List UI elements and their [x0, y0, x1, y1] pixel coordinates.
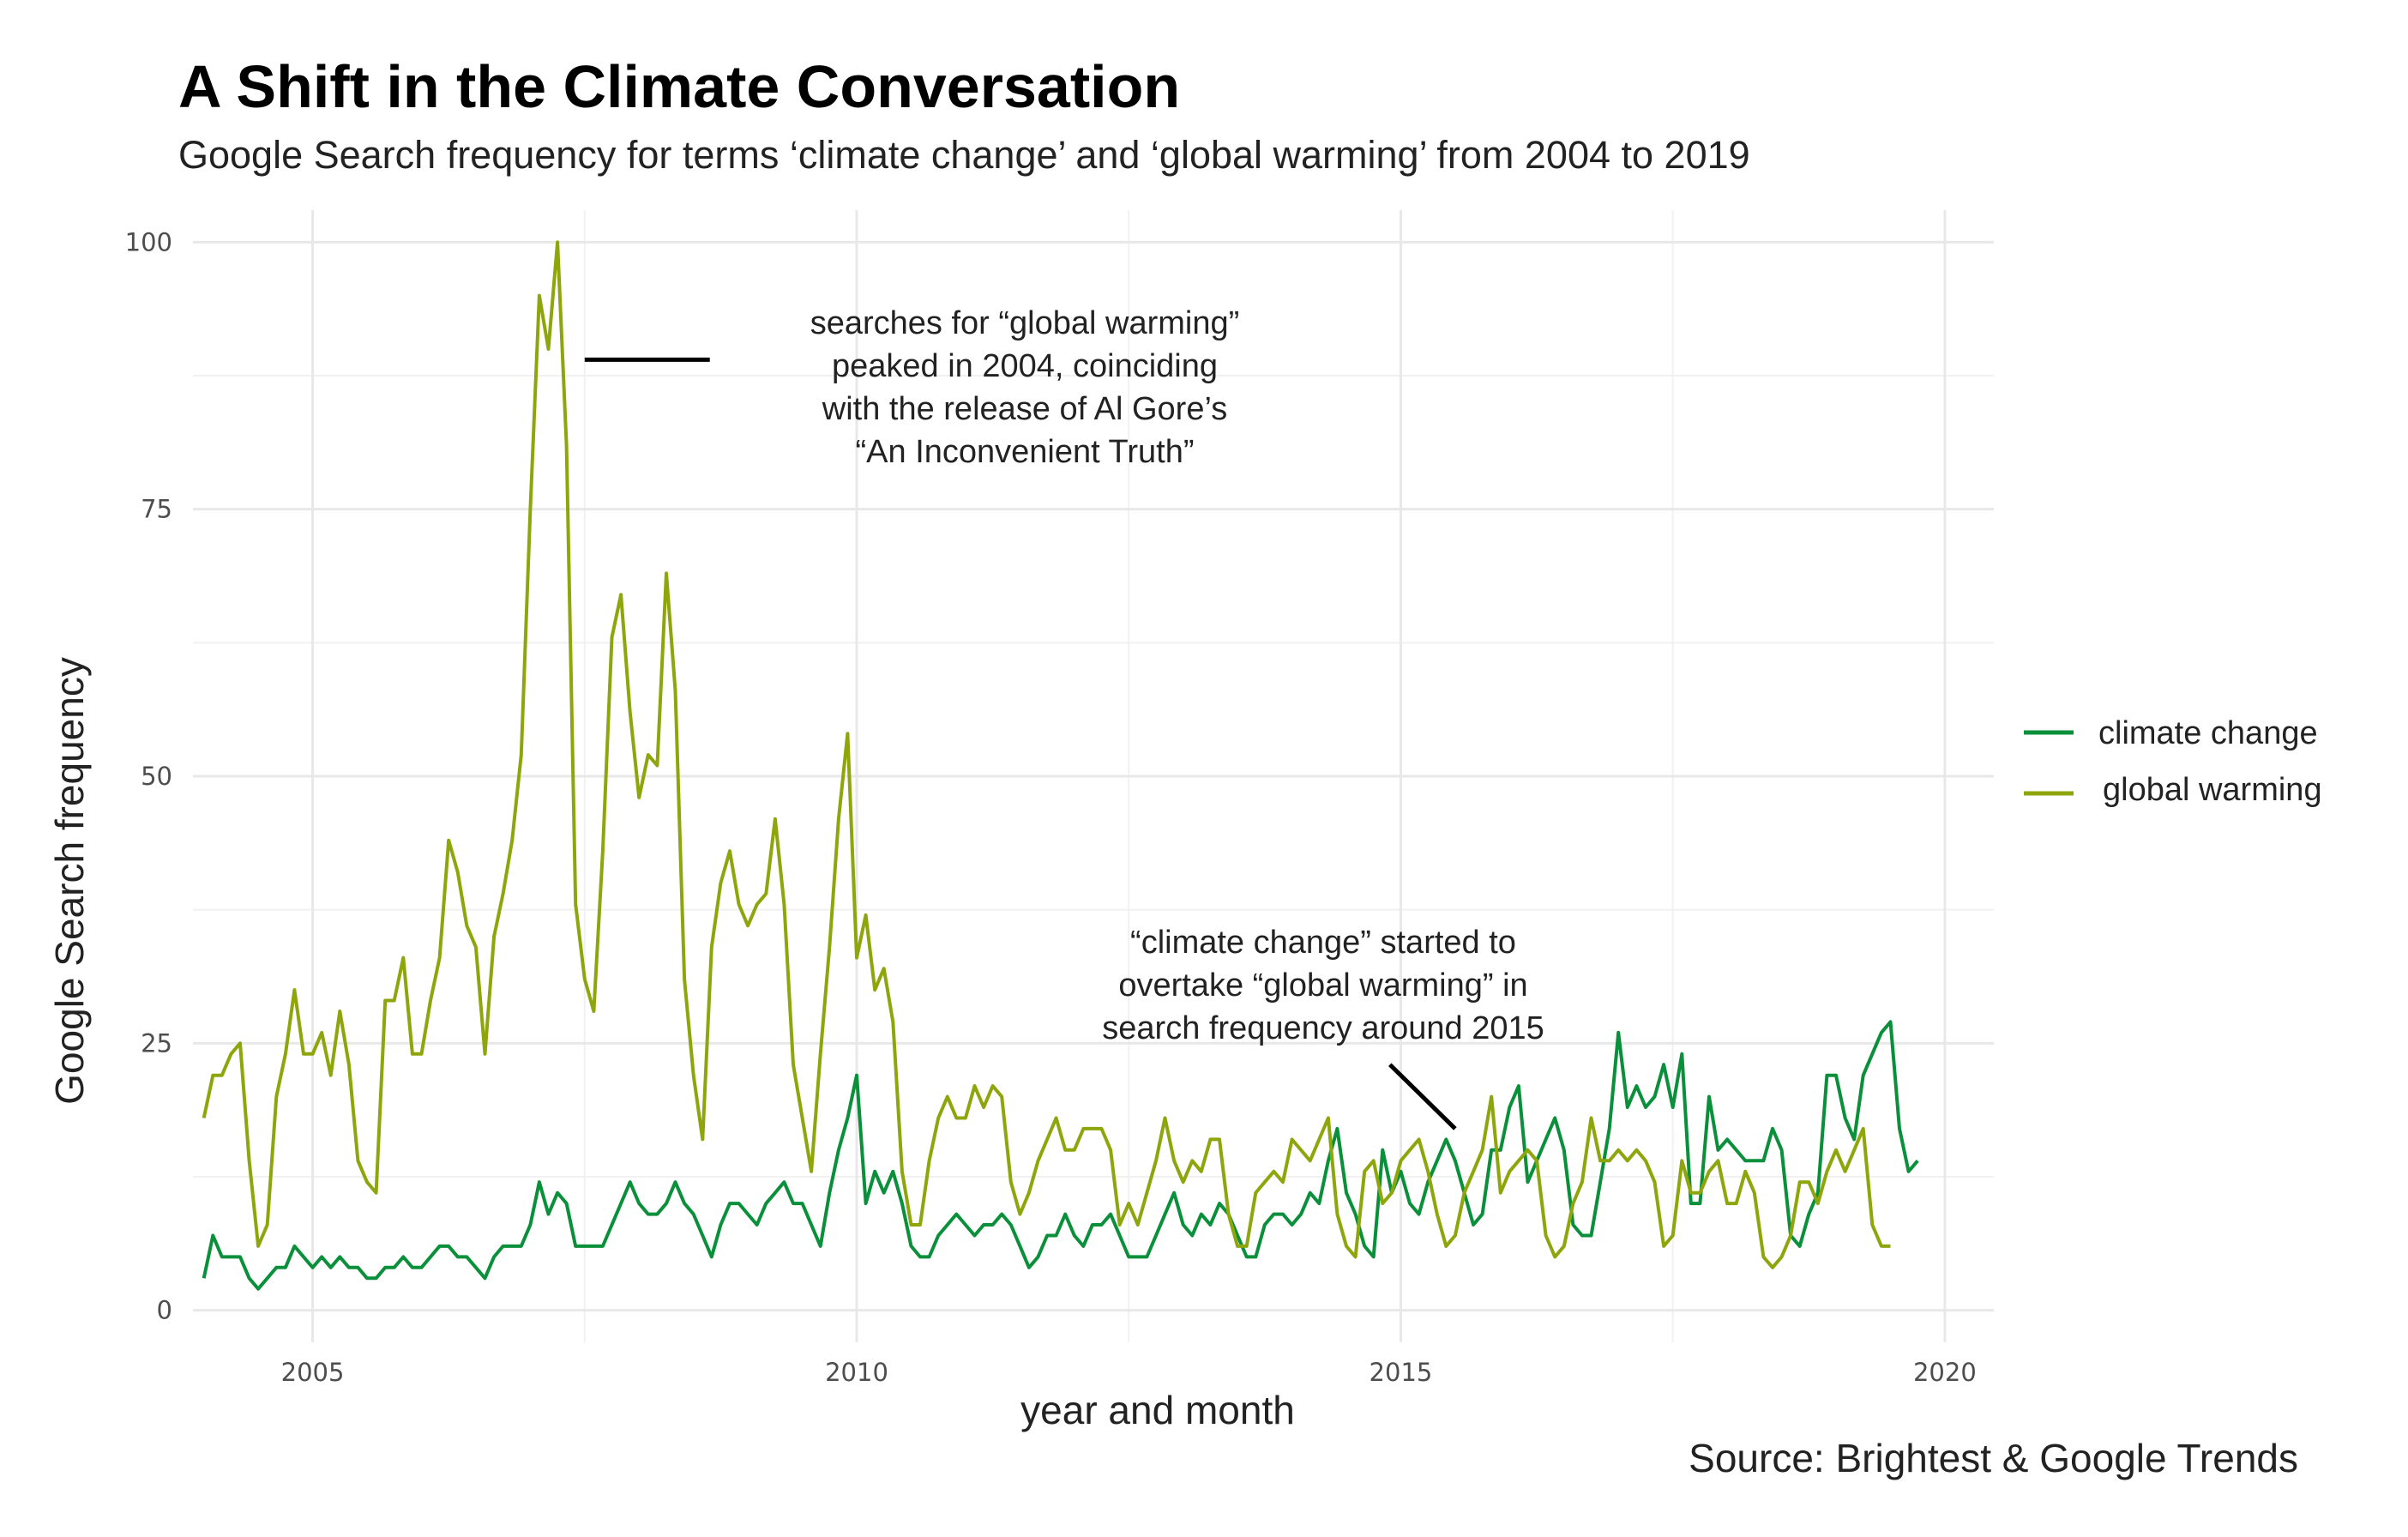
- x-axis-title: year and month: [1020, 1388, 1295, 1432]
- y-axis-title: Google Search frequency: [47, 657, 92, 1105]
- series-line-global-warming: [202, 240, 1891, 1269]
- annotation-peak-line-1: searches for “global warming”: [810, 305, 1240, 341]
- annotation-peak-line-3: with the release of Al Gore’s: [822, 391, 1227, 427]
- x-tick-label: 2015: [1370, 1358, 1433, 1387]
- y-tick-label: 75: [141, 495, 172, 524]
- series-line-climate-change: [202, 1020, 1919, 1291]
- x-tick-label: 2010: [825, 1358, 888, 1387]
- annotation-peak: searches for “global warming” peaked in …: [584, 305, 1240, 470]
- annotation-peak-line-2: peaked in 2004, coinciding: [832, 348, 1218, 384]
- annotation-overtake-line-2: overtake “global warming” in: [1118, 967, 1527, 1004]
- annotation-overtake-pointer: [1388, 1063, 1457, 1130]
- chart-subtitle: Google Search frequency for terms ‘clima…: [178, 133, 1750, 177]
- y-tick-label: 50: [141, 762, 172, 791]
- annotation-overtake-line-1: “climate change” started to: [1130, 925, 1516, 961]
- x-axis-ticks: 2005 2010 2015 2020: [281, 1358, 1977, 1387]
- y-tick-label: 100: [125, 227, 172, 256]
- series-lines: [202, 240, 1919, 1291]
- x-tick-label: 2005: [281, 1358, 345, 1387]
- annotation-overtake: “climate change” started to overtake “gl…: [1102, 925, 1544, 1130]
- annotation-peak-line-4: “An Inconvenient Truth”: [856, 434, 1195, 470]
- x-tick-label: 2020: [1913, 1358, 1977, 1387]
- legend: climate change global warming: [2024, 715, 2322, 808]
- major-gridlines: [193, 210, 1994, 1342]
- source-caption: Source: Brightest & Google Trends: [1689, 1436, 2298, 1480]
- legend-label-climate-change: climate change: [2098, 715, 2318, 751]
- annotation-overtake-line-3: search frequency around 2015: [1102, 1010, 1544, 1046]
- legend-label-global-warming: global warming: [2103, 772, 2322, 808]
- y-tick-label: 25: [141, 1028, 172, 1058]
- y-tick-label: 0: [157, 1296, 172, 1325]
- y-axis-ticks: 0 25 50 75 100: [125, 227, 172, 1324]
- chart-title: A Shift in the Climate Conversation: [178, 53, 1180, 120]
